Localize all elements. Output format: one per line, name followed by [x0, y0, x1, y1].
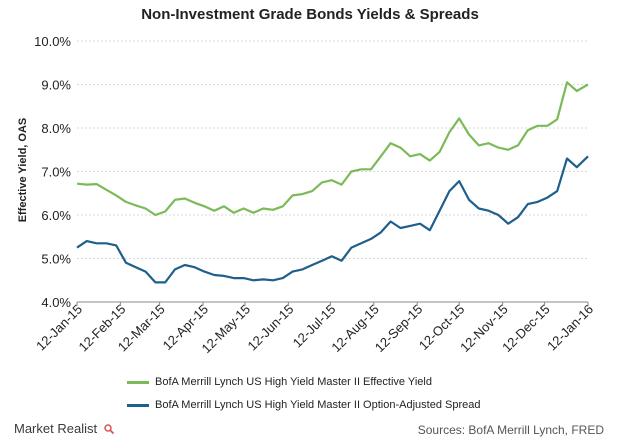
legend-label: BofA Merrill Lynch US High Yield Master … — [155, 399, 481, 411]
y-tick-label: 7.0% — [41, 165, 71, 180]
magnifier-icon — [103, 424, 114, 434]
brand-logo: Market Realist — [14, 421, 114, 436]
effective-yield-line — [76, 81, 589, 217]
x-tick-labels: 12-Jan-1512-Feb-1512-Mar-1512-Apr-1512-M… — [33, 302, 596, 357]
y-tick-labels: 4.0% 5.0% 6.0% 7.0% 8.0% 9.0% 10.0% — [34, 34, 71, 310]
x-tick-label: 12-Jun-15 — [245, 302, 297, 354]
source-note: Sources: BofA Merrill Lynch, FRED — [417, 423, 604, 437]
y-tick-label: 8.0% — [41, 121, 71, 136]
chart-title: Non-Investment Grade Bonds Yields & Spre… — [141, 6, 479, 23]
x-tick-label: 12-Sep-15 — [372, 302, 426, 356]
series-lines — [76, 81, 589, 284]
legend-item-effective-yield: BofA Merrill Lynch US High Yield Master … — [127, 376, 432, 388]
oas-line — [76, 155, 589, 284]
y-tick-label: 5.0% — [41, 252, 71, 267]
y-tick-label: 4.0% — [41, 295, 71, 310]
legend-item-oas: BofA Merrill Lynch US High Yield Master … — [127, 399, 480, 411]
legend-swatch — [127, 403, 149, 407]
legend-swatch — [127, 380, 149, 384]
x-tick-label: 12-Jan-16 — [544, 302, 596, 354]
gridlines — [77, 40, 588, 303]
y-tick-label: 9.0% — [41, 78, 71, 93]
logo-text: Market Realist — [14, 421, 98, 436]
legend-label: BofA Merrill Lynch US High Yield Master … — [155, 376, 432, 388]
y-tick-label: 6.0% — [41, 208, 71, 223]
y-tick-label: 10.0% — [34, 34, 71, 49]
